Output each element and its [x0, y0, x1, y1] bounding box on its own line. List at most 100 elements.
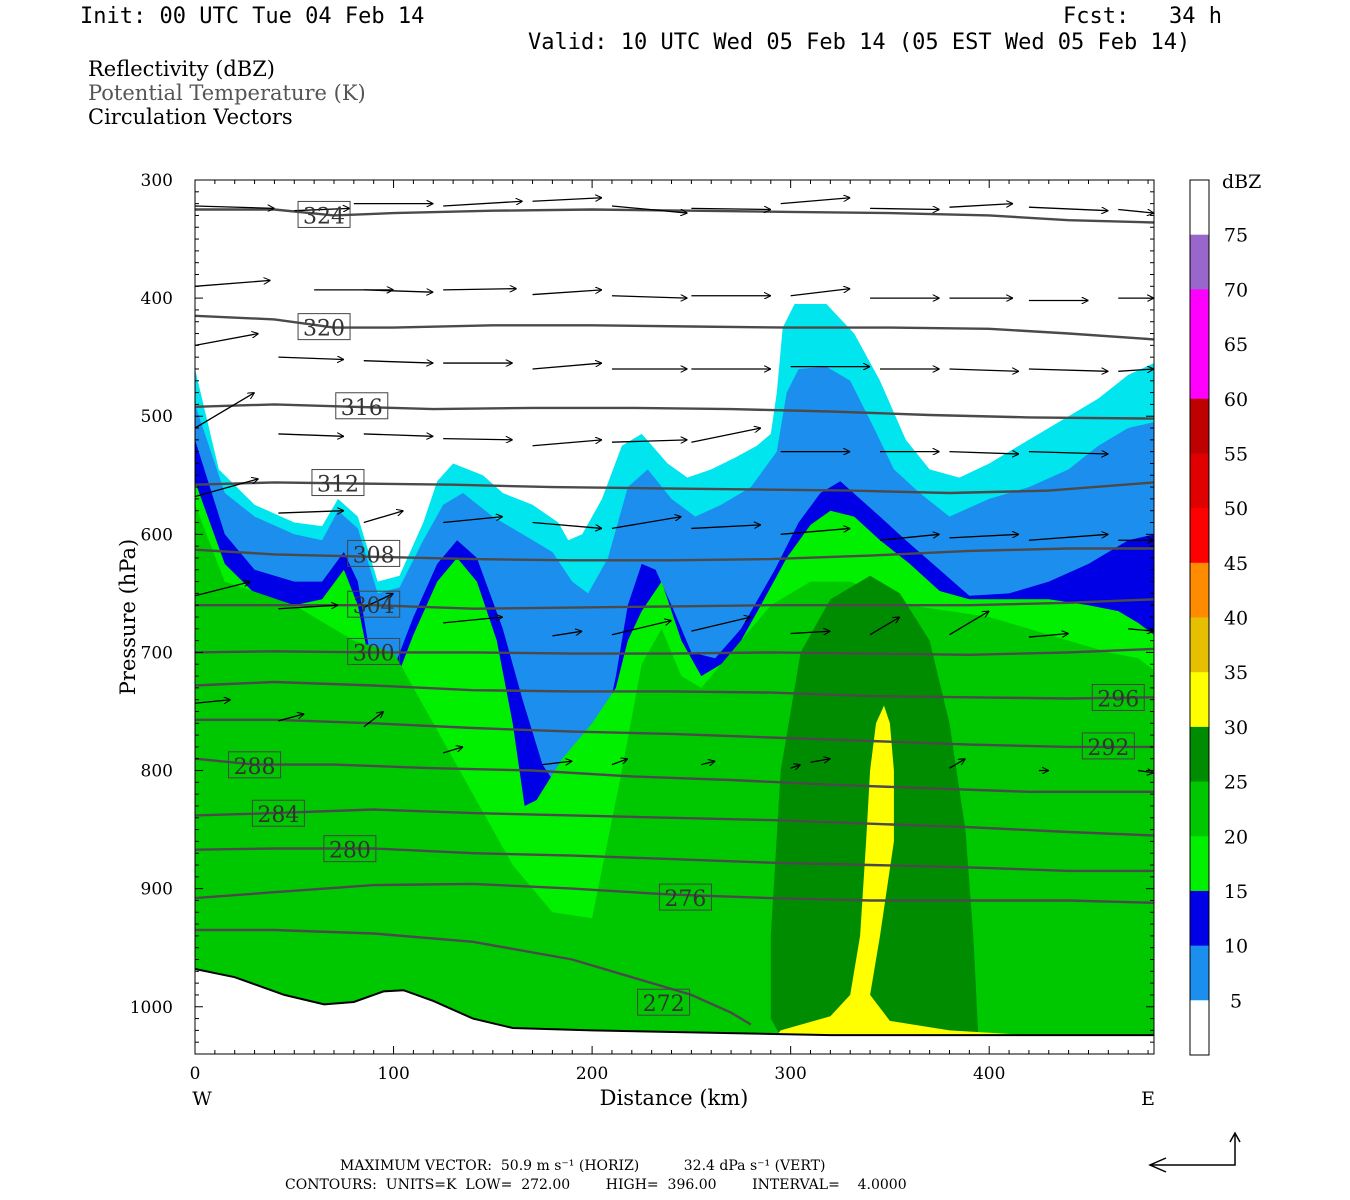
colorbar-swatch [1190, 781, 1209, 837]
circulation-vector [691, 525, 760, 530]
colorbar-swatch [1190, 617, 1209, 673]
circulation-vector [363, 361, 433, 363]
theta-contour-300 [195, 647, 1154, 657]
circulation-vector [691, 617, 751, 632]
circulation-vector [611, 621, 672, 636]
colorbar-label: 25 [1224, 772, 1248, 794]
theta-contour-292 [195, 718, 1154, 749]
reference-vector-icon [1148, 1131, 1241, 1173]
colorbar-swatch-bottom [1190, 1000, 1209, 1055]
colorbar-swatch [1190, 344, 1209, 400]
valid-time: Valid: 10 UTC Wed 05 Feb 14 (05 EST Wed … [528, 30, 1191, 55]
circulation-vector [611, 205, 687, 213]
colorbar-label: 40 [1224, 608, 1248, 630]
circulation-vector [443, 439, 512, 440]
y-tick-label: 500 [141, 407, 173, 427]
circulation-vector [701, 761, 715, 765]
circulation-vector [1128, 629, 1154, 631]
field-reflectivity: Reflectivity (dBZ) [88, 57, 276, 81]
theta-label-text: 316 [341, 396, 383, 421]
y-tick-label: 1000 [130, 998, 173, 1018]
circulation-vector [532, 198, 602, 202]
east-label: E [1141, 1088, 1155, 1110]
circulation-vector [532, 290, 602, 296]
field-potential-temperature: Potential Temperature (K) [88, 81, 366, 105]
circulation-vector [278, 605, 338, 610]
colorbar-label: 55 [1224, 443, 1248, 465]
colorbar-swatch [1190, 836, 1209, 892]
circulation-vector [1028, 206, 1108, 211]
circulation-vector [363, 290, 433, 292]
theta-label-text: 272 [643, 992, 685, 1017]
theta-contour-296 [195, 680, 1154, 700]
theta-contour-320 [195, 314, 1154, 341]
colorbar-swatch [1190, 234, 1209, 290]
colorbar-label: 10 [1224, 936, 1248, 958]
colorbar-label: 65 [1224, 334, 1248, 356]
theta-contour-324 [195, 208, 1154, 224]
theta-label-312: 312 [311, 469, 365, 498]
theta-contour-304 [195, 598, 1154, 610]
forecast-hour: Fcst: 34 h [1063, 4, 1222, 29]
theta-contour-308 [195, 547, 1154, 562]
circulation-vector [532, 521, 602, 529]
surface-line [195, 968, 1154, 1037]
theta-label-text: 296 [1097, 687, 1139, 712]
theta-label-288: 288 [228, 751, 282, 780]
circulation-vector [691, 428, 760, 443]
circulation-vector [949, 452, 1018, 454]
theta-label-320: 320 [297, 313, 351, 342]
circulation-vector [1028, 534, 1108, 541]
circulation-vector [278, 511, 344, 513]
circulation-vector [949, 759, 965, 769]
circulation-vector [611, 296, 687, 298]
circulation-vector [552, 631, 582, 637]
circulation-vector [1028, 634, 1069, 638]
colorbar-swatch [1190, 945, 1209, 1001]
theta-label-text: 284 [257, 803, 299, 828]
y-tick-label: 900 [141, 880, 173, 900]
circulation-vector [949, 534, 1018, 539]
circulation-vector [195, 582, 251, 597]
circulation-vector [780, 198, 850, 205]
circulation-vector [611, 440, 687, 442]
circulation-vector [195, 700, 231, 704]
circulation-vector [790, 289, 851, 297]
circulation-vector [790, 631, 831, 633]
theta-label-text: 320 [303, 317, 345, 342]
colorbar-swatch [1190, 289, 1209, 345]
theta-label-text: 292 [1087, 736, 1129, 761]
colorbar-label: 75 [1224, 225, 1248, 247]
colorbar-label: 50 [1224, 498, 1248, 520]
theta-label-276: 276 [658, 883, 712, 912]
circulation-vector [611, 759, 628, 766]
colorbar-swatch [1190, 453, 1209, 509]
contour-info: CONTOURS: UNITS=K LOW= 272.00 HIGH= 396.… [285, 1177, 907, 1193]
x-tick-label: 300 [774, 1064, 806, 1084]
circulation-vector [611, 517, 681, 530]
circulation-vector [363, 511, 404, 524]
theta-label-272: 272 [637, 988, 691, 1017]
circulation-vector [870, 208, 939, 209]
circulation-vector [879, 534, 940, 541]
colorbar-label: 15 [1224, 881, 1248, 903]
circulation-vector [1118, 369, 1154, 371]
y-tick-label: 300 [141, 171, 173, 191]
colorbar-label: 35 [1224, 662, 1248, 684]
y-tick-label: 800 [141, 762, 173, 782]
circulation-vector [1138, 771, 1154, 773]
colorbar-label: 60 [1224, 389, 1248, 411]
circulation-vector [363, 711, 384, 728]
circulation-vector [869, 617, 900, 636]
west-label: W [192, 1088, 212, 1110]
colorbar-swatch [1190, 726, 1209, 783]
circulation-vector [1028, 452, 1108, 454]
max-vector-info: MAXIMUM VECTOR: 50.9 m s⁻¹ (HORIZ) 32.4 … [340, 1158, 826, 1174]
colorbar-label: 30 [1224, 717, 1248, 739]
circulation-vector [532, 363, 602, 370]
x-axis-label: Distance (km) [600, 1086, 749, 1110]
circulation-vector [532, 440, 602, 447]
circulation-vector [195, 280, 270, 287]
circulation-vector [195, 206, 274, 208]
circulation-vector [363, 593, 394, 609]
